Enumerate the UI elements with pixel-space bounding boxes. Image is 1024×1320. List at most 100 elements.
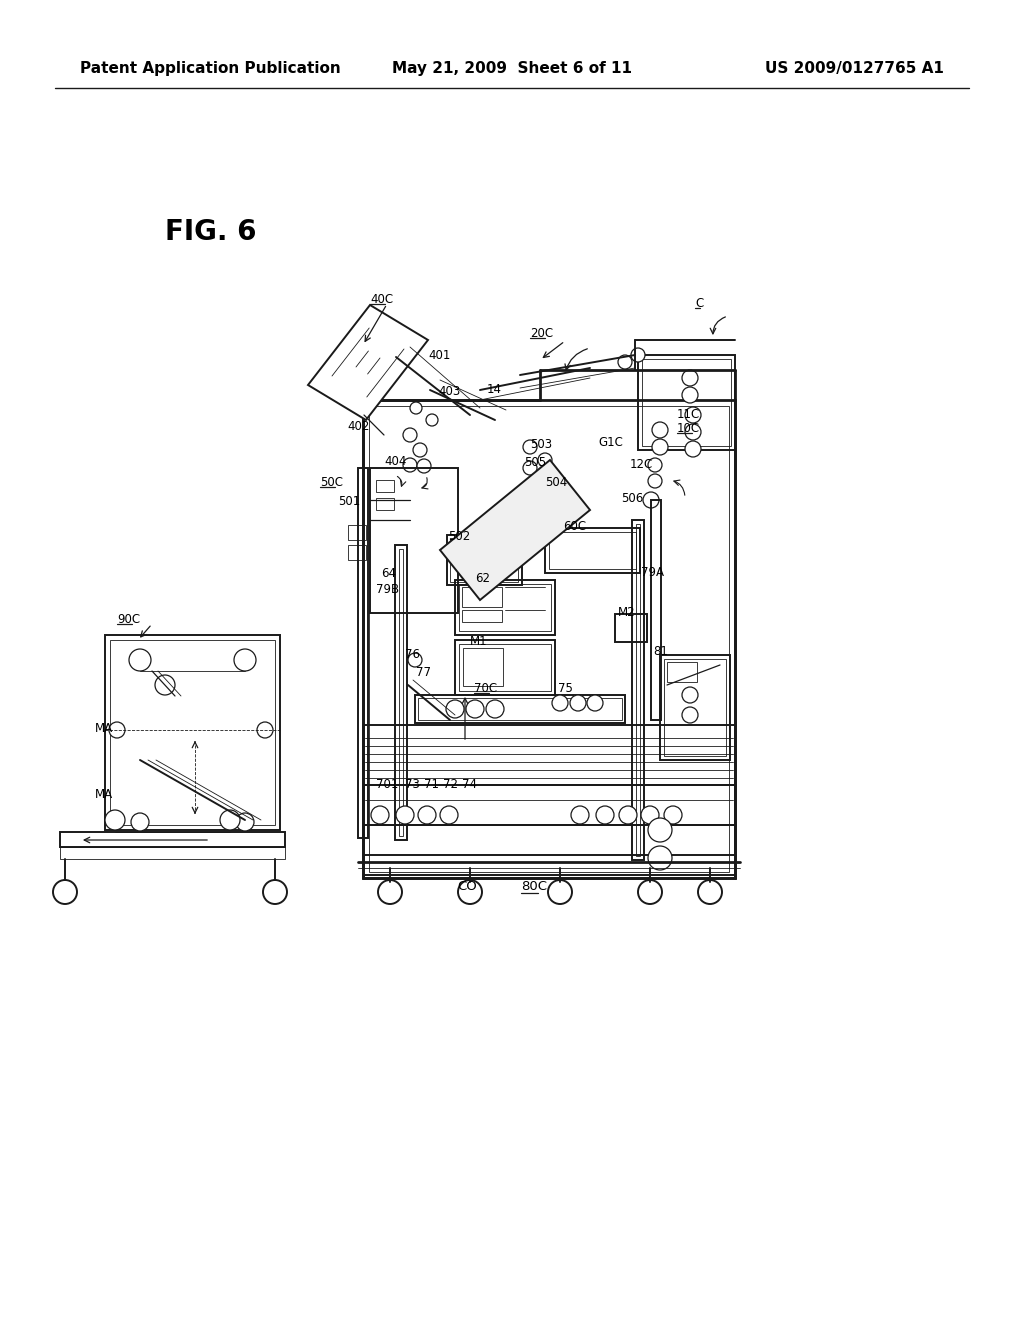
Circle shape bbox=[664, 807, 682, 824]
Circle shape bbox=[643, 492, 659, 508]
Text: 76: 76 bbox=[406, 648, 420, 661]
Circle shape bbox=[682, 387, 698, 403]
Circle shape bbox=[698, 880, 722, 904]
Text: 72: 72 bbox=[443, 777, 458, 791]
Bar bbox=[549, 532, 636, 569]
Bar bbox=[395, 545, 407, 840]
Text: 505: 505 bbox=[524, 455, 546, 469]
Text: 403: 403 bbox=[438, 385, 460, 399]
Text: 64: 64 bbox=[381, 568, 396, 579]
Bar bbox=[632, 520, 644, 861]
Bar bbox=[459, 583, 551, 631]
Circle shape bbox=[417, 459, 431, 473]
Circle shape bbox=[486, 700, 504, 718]
Circle shape bbox=[410, 403, 422, 414]
Text: 73: 73 bbox=[406, 777, 420, 791]
Bar bbox=[362, 785, 735, 825]
Bar bbox=[60, 847, 285, 859]
Bar bbox=[455, 640, 555, 696]
Circle shape bbox=[523, 461, 537, 475]
Text: 62: 62 bbox=[475, 572, 490, 585]
Text: 11C: 11C bbox=[677, 408, 700, 421]
Text: 74: 74 bbox=[462, 777, 477, 791]
Bar bbox=[545, 528, 640, 573]
Text: 90C: 90C bbox=[117, 612, 140, 626]
Circle shape bbox=[648, 846, 672, 870]
Circle shape bbox=[396, 807, 414, 824]
Circle shape bbox=[682, 686, 698, 704]
Circle shape bbox=[129, 649, 151, 671]
Circle shape bbox=[587, 696, 603, 711]
Circle shape bbox=[685, 424, 701, 440]
Bar bbox=[462, 610, 502, 622]
Circle shape bbox=[570, 696, 586, 711]
Circle shape bbox=[418, 807, 436, 824]
Bar bbox=[105, 635, 280, 830]
Bar bbox=[664, 659, 726, 756]
Bar bbox=[636, 524, 640, 855]
Bar bbox=[110, 640, 275, 825]
Text: 12C: 12C bbox=[630, 458, 653, 471]
Circle shape bbox=[552, 696, 568, 711]
Bar bbox=[447, 535, 522, 585]
Bar bbox=[418, 698, 622, 719]
Circle shape bbox=[408, 653, 422, 667]
Bar bbox=[615, 614, 647, 642]
Text: 75: 75 bbox=[558, 682, 572, 696]
Circle shape bbox=[403, 428, 417, 442]
Text: 14: 14 bbox=[487, 383, 502, 396]
Bar bbox=[362, 400, 735, 878]
Text: 402: 402 bbox=[347, 420, 370, 433]
Bar bbox=[60, 832, 285, 847]
Bar bbox=[358, 469, 368, 838]
Text: 79A: 79A bbox=[641, 566, 664, 579]
Circle shape bbox=[257, 722, 273, 738]
Circle shape bbox=[413, 444, 427, 457]
Circle shape bbox=[403, 458, 417, 473]
Text: M2: M2 bbox=[618, 606, 636, 619]
Text: 71: 71 bbox=[424, 777, 439, 791]
Bar bbox=[415, 696, 625, 723]
Bar bbox=[642, 359, 731, 446]
Circle shape bbox=[596, 807, 614, 824]
Text: 504: 504 bbox=[545, 477, 567, 488]
Circle shape bbox=[131, 813, 150, 832]
Bar bbox=[348, 545, 366, 560]
Bar bbox=[369, 407, 729, 873]
Polygon shape bbox=[440, 459, 590, 601]
Circle shape bbox=[523, 440, 537, 454]
Bar bbox=[463, 648, 503, 686]
Text: 401: 401 bbox=[428, 348, 451, 362]
Bar bbox=[370, 469, 458, 612]
Text: 404: 404 bbox=[384, 455, 407, 469]
Circle shape bbox=[234, 649, 256, 671]
Text: 501: 501 bbox=[338, 495, 360, 508]
Bar bbox=[348, 525, 366, 540]
Bar bbox=[399, 549, 403, 836]
Circle shape bbox=[220, 810, 240, 830]
Circle shape bbox=[371, 807, 389, 824]
Circle shape bbox=[538, 453, 552, 467]
Circle shape bbox=[682, 708, 698, 723]
Circle shape bbox=[571, 807, 589, 824]
Text: C: C bbox=[695, 297, 703, 310]
Text: MA: MA bbox=[95, 722, 113, 735]
Circle shape bbox=[105, 810, 125, 830]
Text: 701: 701 bbox=[376, 777, 398, 791]
Circle shape bbox=[458, 880, 482, 904]
Circle shape bbox=[53, 880, 77, 904]
Circle shape bbox=[426, 414, 438, 426]
Text: 10C: 10C bbox=[677, 422, 700, 436]
Text: 503: 503 bbox=[530, 438, 552, 451]
Bar bbox=[450, 539, 518, 582]
Circle shape bbox=[263, 880, 287, 904]
Circle shape bbox=[685, 407, 701, 422]
Text: 60C: 60C bbox=[563, 520, 586, 533]
Bar bbox=[667, 663, 697, 682]
Text: 20C: 20C bbox=[530, 327, 553, 341]
Bar bbox=[462, 587, 502, 607]
Text: 80C: 80C bbox=[521, 880, 547, 894]
Bar bbox=[376, 498, 394, 510]
Text: FIG. 6: FIG. 6 bbox=[165, 218, 256, 246]
Circle shape bbox=[648, 458, 662, 473]
